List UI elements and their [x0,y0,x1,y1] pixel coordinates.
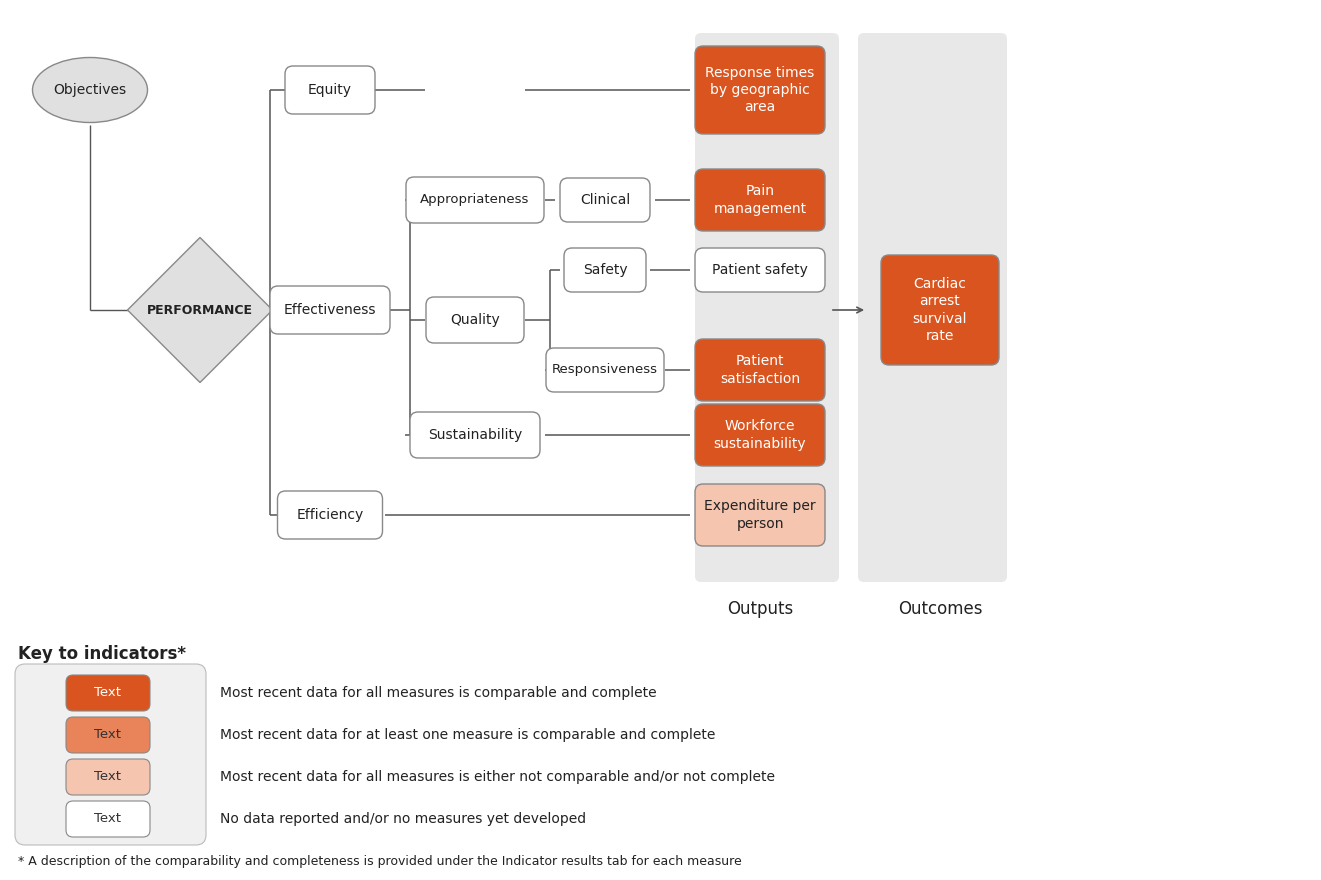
Text: Pain
management: Pain management [713,184,807,216]
Text: Response times
by geographic
area: Response times by geographic area [705,66,815,114]
Text: Text: Text [95,812,122,825]
FancyBboxPatch shape [66,801,151,837]
FancyBboxPatch shape [285,66,375,114]
Text: Outputs: Outputs [727,600,793,618]
Text: Patient
satisfaction: Patient satisfaction [720,355,801,385]
Text: * A description of the comparability and completeness is provided under the Indi: * A description of the comparability and… [18,855,742,868]
FancyBboxPatch shape [277,491,383,539]
Text: Sustainability: Sustainability [428,428,522,442]
FancyBboxPatch shape [881,255,999,365]
FancyBboxPatch shape [546,348,664,392]
Text: Text: Text [95,686,122,700]
FancyBboxPatch shape [695,46,826,134]
Text: Outcomes: Outcomes [898,600,983,618]
Ellipse shape [33,57,148,122]
Text: Objectives: Objectives [53,83,127,97]
Text: Safety: Safety [583,263,627,277]
FancyBboxPatch shape [560,178,650,222]
Text: Cardiac
arrest
survival
rate: Cardiac arrest survival rate [913,277,967,343]
Text: Key to indicators*: Key to indicators* [18,645,186,663]
FancyBboxPatch shape [410,412,540,458]
Text: Workforce
sustainability: Workforce sustainability [713,420,806,451]
Text: Equity: Equity [308,83,351,97]
FancyBboxPatch shape [66,717,151,753]
FancyBboxPatch shape [564,248,646,292]
FancyBboxPatch shape [269,286,390,334]
Text: Most recent data for all measures is either not comparable and/or not complete: Most recent data for all measures is eit… [221,770,775,784]
FancyBboxPatch shape [695,33,839,582]
FancyBboxPatch shape [695,404,826,466]
FancyBboxPatch shape [695,169,826,231]
Text: Patient safety: Patient safety [712,263,808,277]
FancyBboxPatch shape [695,339,826,401]
Text: Effectiveness: Effectiveness [284,303,376,317]
Text: Expenditure per
person: Expenditure per person [704,499,816,531]
FancyBboxPatch shape [695,248,826,292]
Text: Text: Text [95,771,122,783]
FancyBboxPatch shape [66,759,151,795]
Text: Responsiveness: Responsiveness [552,363,658,377]
FancyBboxPatch shape [406,177,544,223]
Text: Efficiency: Efficiency [296,508,363,522]
FancyBboxPatch shape [695,484,826,546]
FancyBboxPatch shape [66,675,151,711]
Polygon shape [128,238,272,383]
FancyBboxPatch shape [425,297,524,343]
FancyBboxPatch shape [859,33,1007,582]
FancyBboxPatch shape [15,664,206,845]
Text: PERFORMANCE: PERFORMANCE [147,304,254,317]
Text: Most recent data for all measures is comparable and complete: Most recent data for all measures is com… [221,686,657,700]
Text: Most recent data for at least one measure is comparable and complete: Most recent data for at least one measur… [221,728,716,742]
Text: No data reported and/or no measures yet developed: No data reported and/or no measures yet … [221,812,587,826]
Text: Text: Text [95,729,122,742]
Text: Appropriateness: Appropriateness [420,194,530,207]
Text: Clinical: Clinical [580,193,630,207]
Text: Quality: Quality [450,313,499,327]
